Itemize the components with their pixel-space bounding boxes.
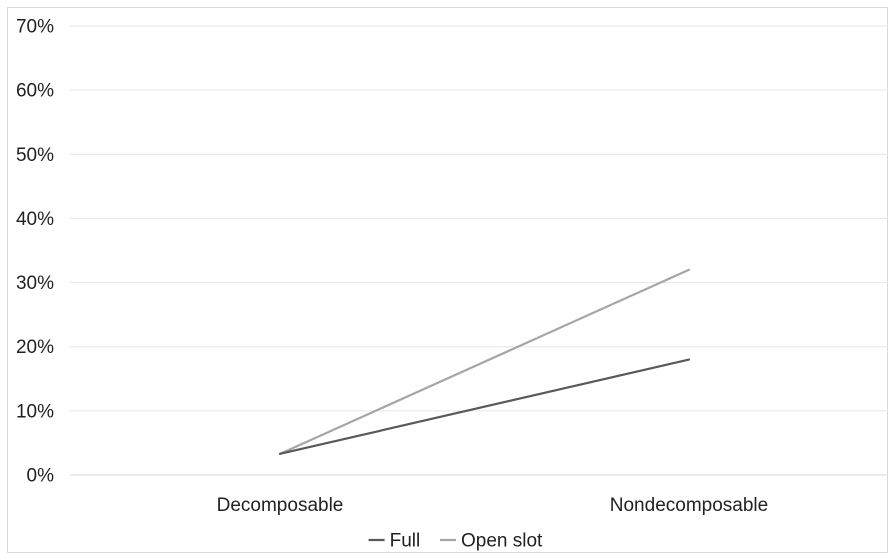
chart-area-border — [7, 7, 888, 553]
x-axis-ticks: Decomposable Nondecomposable — [217, 495, 769, 516]
y-tick-label: 40% — [16, 209, 54, 230]
y-tick-label: 50% — [16, 145, 54, 166]
legend: Full Open slot — [368, 531, 543, 552]
x-tick-label: Nondecomposable — [610, 495, 768, 516]
y-tick-label: 60% — [16, 81, 54, 102]
y-tick-label: 20% — [16, 337, 54, 358]
legend-label: Full — [390, 531, 421, 552]
series-line-open-slot — [278, 268, 691, 455]
series-line-full — [278, 358, 691, 455]
legend-label: Open slot — [461, 531, 543, 552]
gridlines — [70, 25, 888, 476]
y-axis-ticks: 0% 10% 20% 30% 40% 50% 60% 70% — [16, 17, 54, 487]
y-tick-label: 0% — [27, 466, 55, 487]
series-lines — [278, 268, 691, 455]
y-tick-label: 70% — [16, 17, 54, 38]
y-tick-label: 30% — [16, 273, 54, 294]
y-tick-label: 10% — [16, 401, 54, 422]
x-tick-label: Decomposable — [217, 495, 344, 516]
